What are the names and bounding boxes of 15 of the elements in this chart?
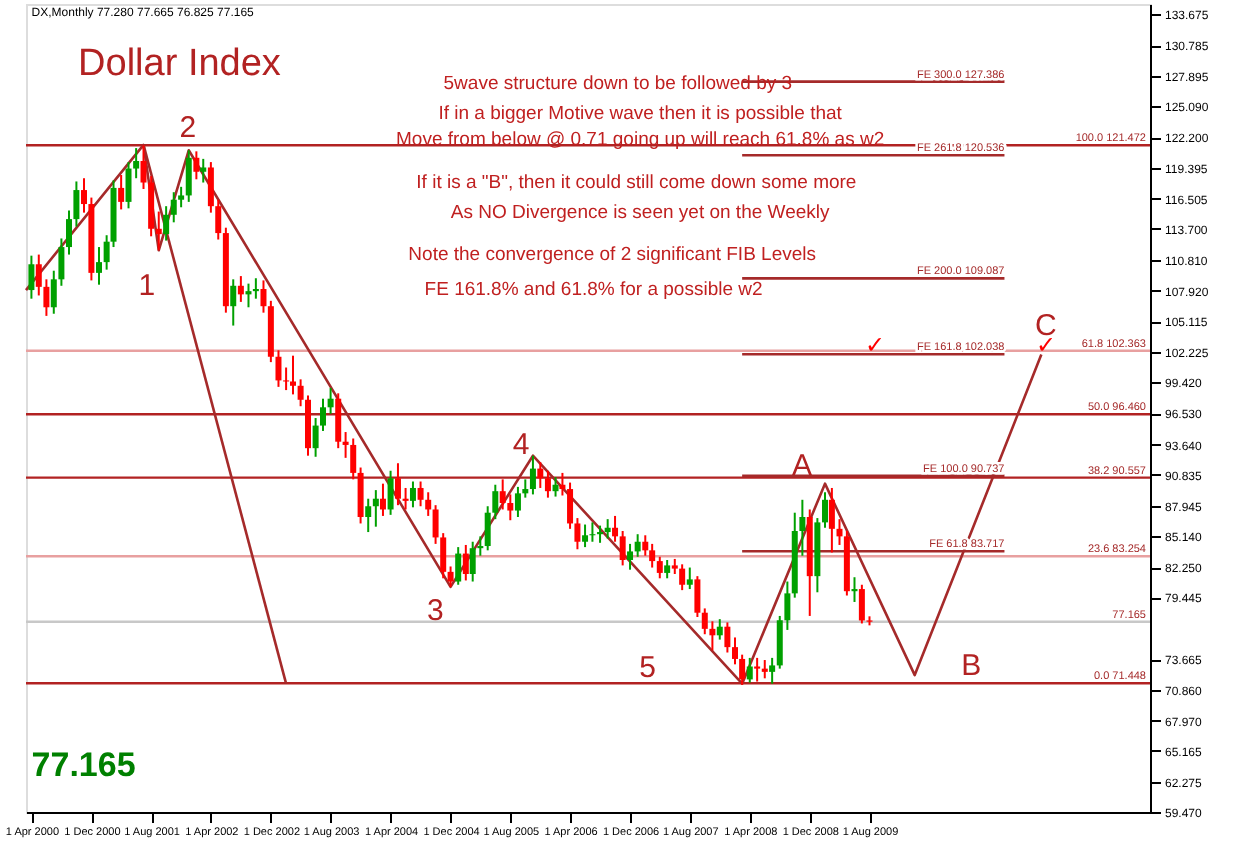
annotation: A (791, 449, 813, 484)
annotation: As NO Divergence is seen yet on the Weekly (450, 201, 830, 224)
annotation: B (961, 649, 982, 684)
annotation: 3 (427, 594, 444, 628)
annotation: 1 (138, 269, 156, 304)
annotation: If in a bigger Motive wave then it is possible that (438, 102, 843, 125)
annotation: 77.165 (31, 746, 136, 785)
annotation: 4 (512, 427, 530, 462)
annotation: FE 161.8% and 61.8% for a possible w2 (424, 279, 763, 302)
annotation: ✓ (864, 330, 885, 359)
annotation: Note the convergence of 2 significant FIB Levels (408, 243, 817, 266)
annotation: 5 (639, 651, 656, 686)
text: Dollar Index (78, 43, 282, 86)
annotation: If it is a "B", then it could still come down some more (416, 172, 857, 195)
annotation: 2 (179, 110, 197, 145)
